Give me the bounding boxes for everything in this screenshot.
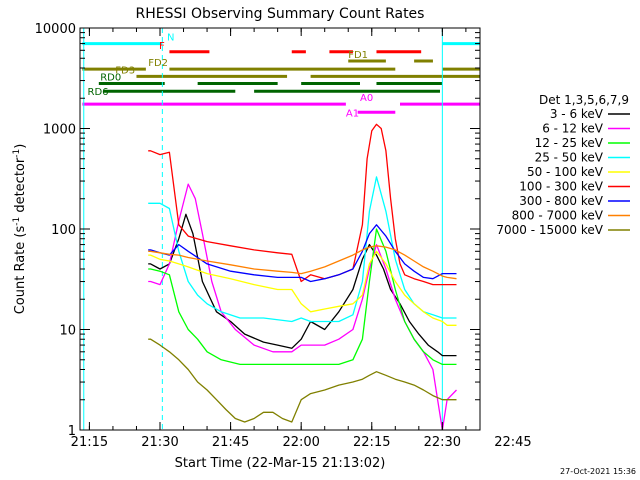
series-line-4 — [148, 250, 457, 326]
flag-rows — [82, 42, 480, 114]
legend-entry-label: 100 - 300 keV — [519, 180, 603, 194]
flag-label-fd3: FD3 — [115, 65, 135, 76]
x-axis-label: Start Time (22-Mar-15 21:13:02) — [175, 456, 386, 471]
legend-entry-label: 300 - 800 keV — [519, 194, 603, 208]
footer-timestamp: 27-Oct-2021 15:36 — [560, 467, 636, 476]
legend-entry-label: 7000 - 15000 keV — [496, 223, 603, 237]
legend-entry-label: 25 - 50 keV — [535, 151, 604, 165]
chart-title: RHESSI Observing Summary Count Rates — [136, 6, 425, 22]
legend-entry-label: 50 - 100 keV — [527, 165, 604, 179]
y-tick-label: 10000 — [35, 22, 76, 37]
y-tick-label: 10 — [59, 324, 76, 339]
legend-entry-label: 800 - 7000 keV — [512, 209, 604, 223]
y-tick-label: 1 — [68, 424, 76, 439]
x-tick-label: 21:30 — [141, 435, 178, 450]
series-line-0 — [148, 213, 457, 357]
x-tick-label: 22:00 — [282, 435, 319, 450]
series-line-8 — [148, 338, 457, 423]
x-tick-label: 22:15 — [353, 435, 390, 450]
x-tick-label: 22:30 — [424, 435, 461, 450]
y-axis-label: Count Rate (s-1 detector-1) — [12, 144, 28, 315]
x-axis: 21:15 21:30 21:45 22:00 22:15 22:30 22:45 — [71, 28, 532, 450]
x-tick-label: 22:45 — [494, 435, 531, 450]
plot-frame — [79, 27, 481, 431]
series-line-2 — [148, 228, 457, 366]
flag-label-rd6: RD6 — [88, 87, 109, 98]
legend-title: Det 1,3,5,6,7,9 — [539, 93, 629, 107]
flag-label-fd1: FD1 — [348, 50, 368, 61]
flag-label-n: N — [167, 33, 174, 44]
y-axis: 1 10 100 1000 10000 — [35, 22, 480, 439]
legend-entry-label: 12 - 25 keV — [535, 136, 604, 150]
series-line-6 — [148, 224, 457, 283]
series-line-5 — [148, 123, 457, 286]
flag-label-fd2: FD2 — [148, 58, 168, 69]
flag-label-a1: A1 — [346, 108, 359, 119]
x-tick-label: 21:45 — [212, 435, 249, 450]
x-tick-label: 21:15 — [71, 435, 108, 450]
flag-label-a0: A0 — [360, 93, 373, 104]
legend-entry-label: 6 - 12 keV — [542, 122, 604, 136]
y-tick-label: 1000 — [43, 123, 76, 138]
legend-entry-label: 3 - 6 keV — [550, 107, 604, 121]
series-line-7 — [148, 245, 457, 280]
flag-label-rd0: RD0 — [100, 73, 121, 84]
series-line-1 — [148, 183, 457, 430]
y-tick-label: 100 — [51, 223, 76, 238]
attenuator-lines — [83, 28, 443, 430]
flag-label-f: F — [159, 41, 165, 52]
series-lines — [148, 123, 457, 430]
